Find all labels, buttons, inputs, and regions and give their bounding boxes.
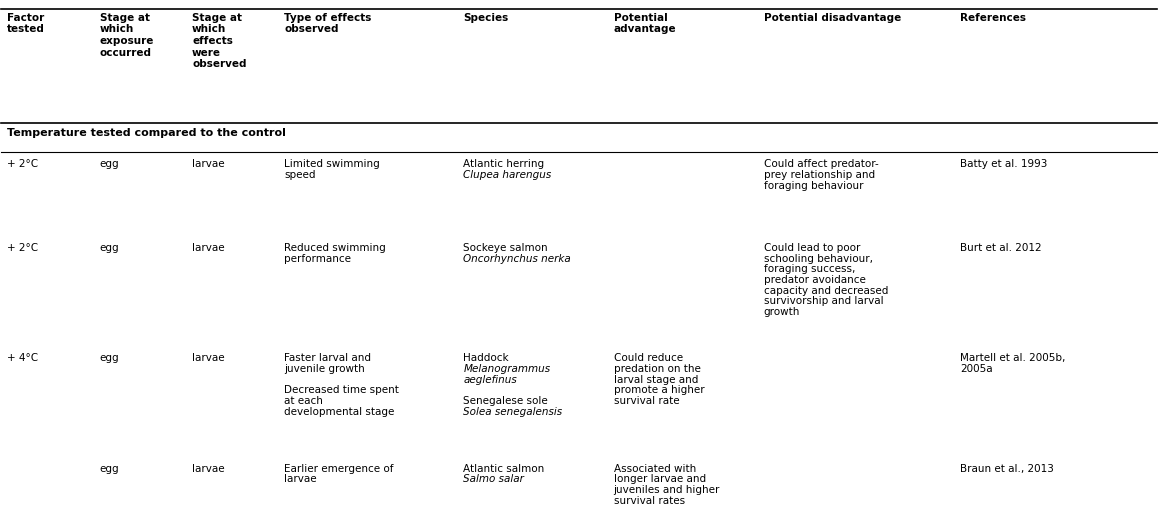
Text: at each: at each [285, 396, 323, 406]
Text: capacity and decreased: capacity and decreased [764, 286, 888, 296]
Text: Limited swimming: Limited swimming [285, 159, 380, 169]
Text: Stage at
which
effects
were
observed: Stage at which effects were observed [192, 13, 247, 69]
Text: larvae: larvae [192, 243, 225, 253]
Text: Batty et al. 1993: Batty et al. 1993 [960, 159, 1048, 169]
Text: Reduced swimming: Reduced swimming [285, 243, 386, 253]
Text: larval stage and: larval stage and [614, 375, 698, 385]
Text: Solea senegalensis: Solea senegalensis [463, 407, 563, 416]
Text: egg: egg [100, 243, 119, 253]
Text: survival rates: survival rates [614, 496, 684, 506]
Text: Decreased time spent: Decreased time spent [285, 385, 400, 396]
Text: performance: performance [285, 253, 351, 264]
Text: survival rate: survival rate [614, 396, 680, 406]
Text: growth: growth [764, 307, 800, 317]
Text: speed: speed [285, 170, 316, 180]
Text: Sockeye salmon: Sockeye salmon [463, 243, 548, 253]
Text: Potential
advantage: Potential advantage [614, 13, 676, 34]
Text: Haddock: Haddock [463, 354, 510, 363]
Text: Clupea harengus: Clupea harengus [463, 170, 551, 180]
Text: Burt et al. 2012: Burt et al. 2012 [960, 243, 1042, 253]
Text: longer larvae and: longer larvae and [614, 474, 705, 484]
Text: Potential disadvantage: Potential disadvantage [764, 13, 901, 23]
Text: juvenile growth: juvenile growth [285, 364, 365, 374]
Text: Faster larval and: Faster larval and [285, 354, 372, 363]
Text: + 2°C: + 2°C [7, 159, 38, 169]
Text: Earlier emergence of: Earlier emergence of [285, 464, 394, 474]
Text: Braun et al., 2013: Braun et al., 2013 [960, 464, 1054, 474]
Text: References: References [960, 13, 1026, 23]
Text: prey relationship and: prey relationship and [764, 170, 875, 180]
Text: egg: egg [100, 159, 119, 169]
Text: Species: Species [463, 13, 508, 23]
Text: Salmo salar: Salmo salar [463, 474, 525, 484]
Text: larvae: larvae [192, 464, 225, 474]
Text: larvae: larvae [285, 474, 317, 484]
Text: larvae: larvae [192, 354, 225, 363]
Text: juveniles and higher: juveniles and higher [614, 485, 720, 495]
Text: Could lead to poor: Could lead to poor [764, 243, 860, 253]
Text: promote a higher: promote a higher [614, 385, 704, 396]
Text: egg: egg [100, 354, 119, 363]
Text: Associated with: Associated with [614, 464, 696, 474]
Text: schooling behaviour,: schooling behaviour, [764, 253, 873, 264]
Text: 2005a: 2005a [960, 364, 992, 374]
Text: developmental stage: developmental stage [285, 407, 395, 416]
Text: Could reduce: Could reduce [614, 354, 683, 363]
Text: Stage at
which
exposure
occurred: Stage at which exposure occurred [100, 13, 154, 58]
Text: egg: egg [100, 464, 119, 474]
Text: Factor
tested: Factor tested [7, 13, 45, 34]
Text: Melanogrammus: Melanogrammus [463, 364, 550, 374]
Text: Atlantic herring: Atlantic herring [463, 159, 544, 169]
Text: Senegalese sole: Senegalese sole [463, 396, 548, 406]
Text: + 4°C: + 4°C [7, 354, 38, 363]
Text: foraging success,: foraging success, [764, 264, 856, 274]
Text: foraging behaviour: foraging behaviour [764, 181, 864, 191]
Text: predator avoidance: predator avoidance [764, 275, 866, 285]
Text: Type of effects
observed: Type of effects observed [285, 13, 372, 34]
Text: Martell et al. 2005b,: Martell et al. 2005b, [960, 354, 1065, 363]
Text: + 2°C: + 2°C [7, 243, 38, 253]
Text: survivorship and larval: survivorship and larval [764, 296, 884, 306]
Text: Oncorhynchus nerka: Oncorhynchus nerka [463, 253, 571, 264]
Text: Could affect predator-: Could affect predator- [764, 159, 879, 169]
Text: predation on the: predation on the [614, 364, 701, 374]
Text: Atlantic salmon: Atlantic salmon [463, 464, 544, 474]
Text: Temperature tested compared to the control: Temperature tested compared to the contr… [7, 128, 286, 138]
Text: larvae: larvae [192, 159, 225, 169]
Text: aeglefinus: aeglefinus [463, 375, 518, 385]
